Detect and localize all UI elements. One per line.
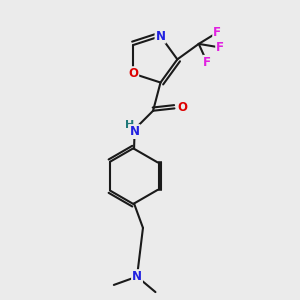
Text: H: H [125,120,134,130]
Text: F: F [203,56,211,69]
Text: O: O [178,101,188,114]
Text: N: N [155,30,166,43]
Text: N: N [132,270,142,283]
Text: O: O [128,67,138,80]
Text: F: F [216,41,224,54]
Text: F: F [213,26,221,39]
Text: N: N [130,125,140,138]
